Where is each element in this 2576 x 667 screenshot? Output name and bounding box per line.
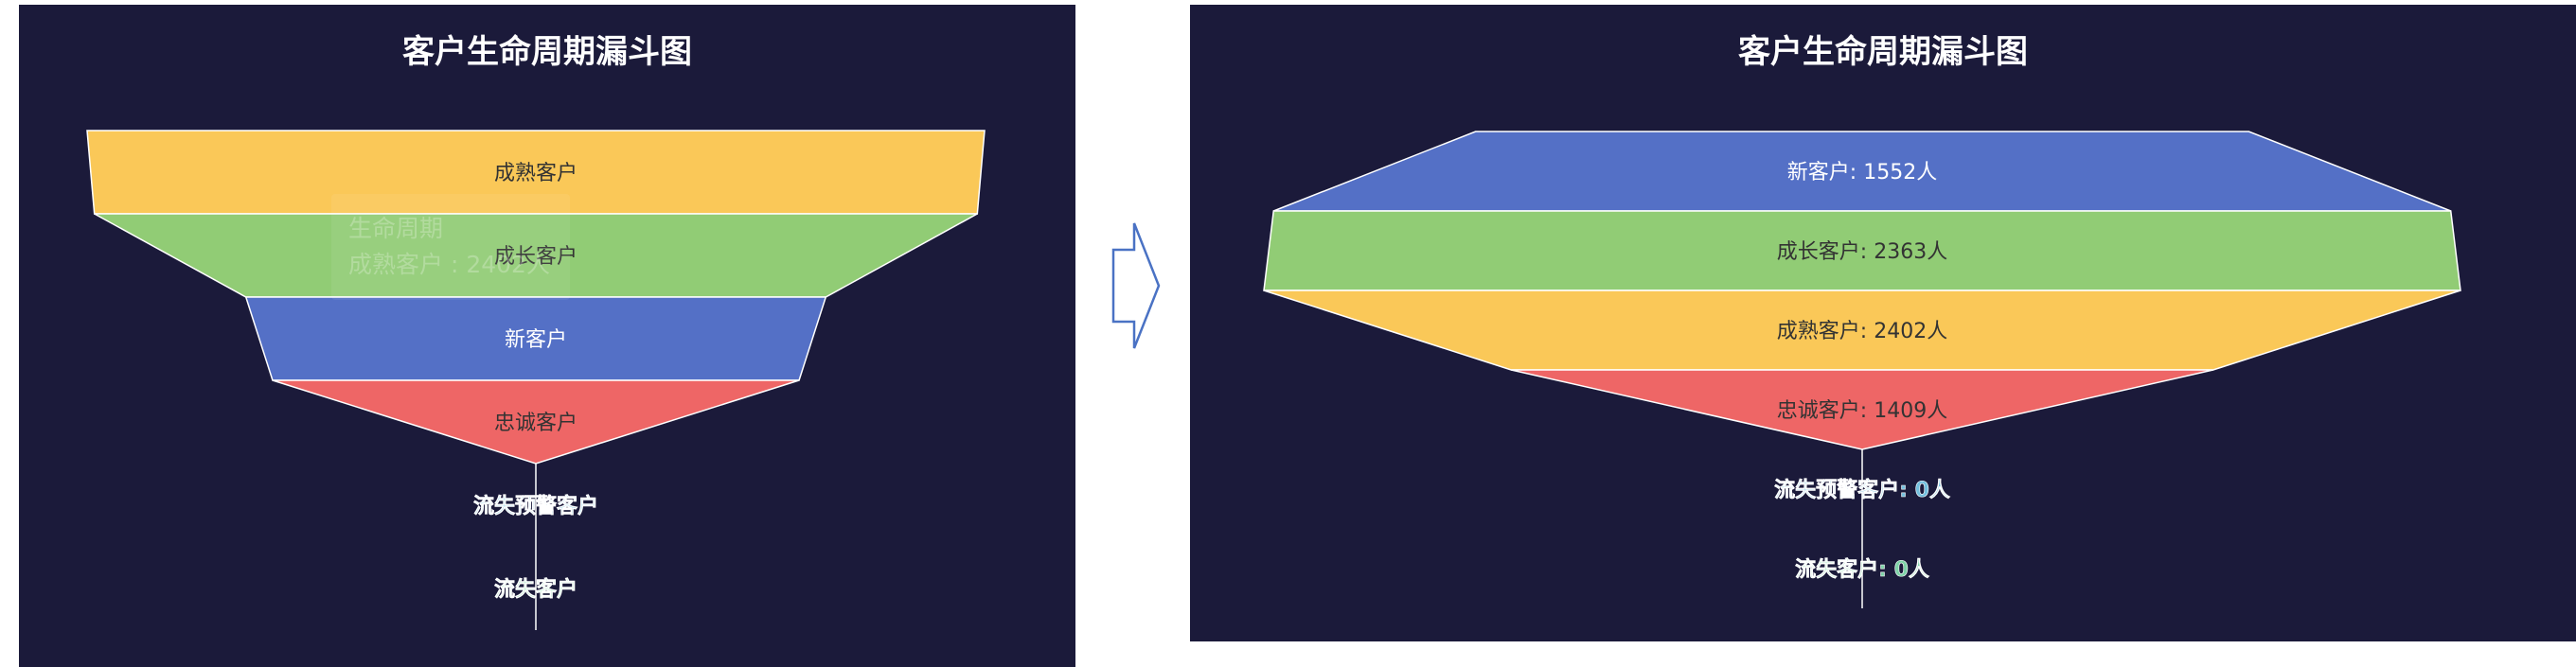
right-funnel-panel: 客户生命周期漏斗图 新客户: 1552人 成长客户: 2363人 成熟客户: 240… xyxy=(1190,5,2576,641)
funnel-segment-stage-3[interactable] xyxy=(1511,369,2213,450)
funnel-label-stage-1: 成长客户: 2363人 xyxy=(1777,240,1947,264)
funnel-label-stage-3: 忠诚客户 xyxy=(494,412,577,435)
funnel-label-stage-3: 忠诚客户: 1409人 xyxy=(1777,399,1947,423)
left-chart-title: 客户生命周期漏斗图 xyxy=(402,33,692,71)
funnel-label-stage-5: 流失客户: 0人 xyxy=(1795,557,1929,582)
funnel-segment-stage-3[interactable] xyxy=(272,379,800,465)
funnel-label-stage-1: 成长客户 xyxy=(494,245,577,269)
tooltip-line: 成熟客户 : 2402人 xyxy=(348,251,550,278)
left-funnel-panel: 客户生命周期漏斗图 成熟客户成长客户新客户忠诚客户流失预警客户 流失客户 生命周期… xyxy=(19,5,1075,667)
funnel-label-stage-2: 成熟客户: 2402人 xyxy=(1777,320,1947,343)
funnel-label-stage-2: 新客户 xyxy=(505,328,567,352)
tooltip-title: 生命周期 xyxy=(348,215,444,242)
funnel-label-stage-0: 新客户: 1552人 xyxy=(1787,161,1937,184)
funnel-label-stage-4: 流失预警客户: 0人 xyxy=(1774,478,1950,502)
funnel-label-stage-0: 成熟客户 xyxy=(494,162,577,185)
funnel-label-stage-4: 流失预警客户 xyxy=(473,494,598,518)
funnel-label-stage-5: 流失客户 xyxy=(494,577,577,602)
right-outline-arrow-icon xyxy=(1111,222,1161,349)
right-chart-title: 客户生命周期漏斗图 xyxy=(1738,33,2028,71)
tooltip: 生命周期 成熟客户 : 2402人 xyxy=(331,194,570,300)
